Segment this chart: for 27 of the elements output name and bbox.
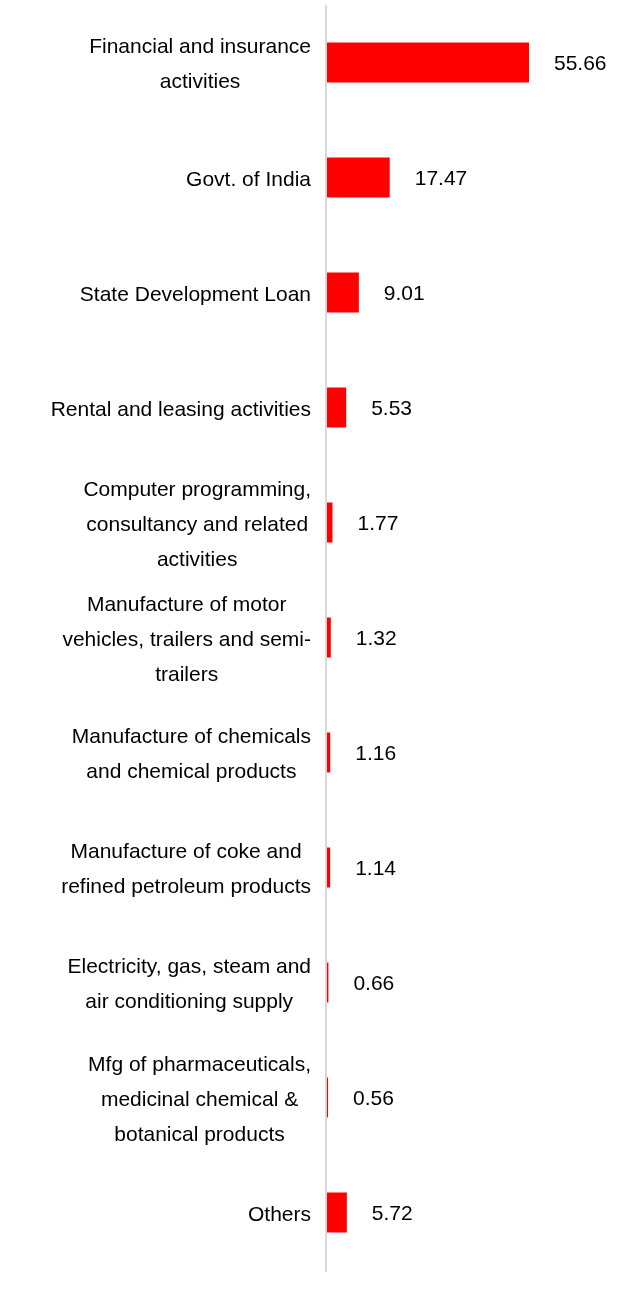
y-tick-label: State Development Loan (79, 281, 311, 304)
data-label: 5.72 (371, 1201, 413, 1224)
y-tick-label: Govt. of India (186, 166, 312, 189)
y-tick-label: Others (247, 1201, 312, 1224)
y-tick-label: Financial and insurance activities (89, 33, 312, 92)
data-label: 55.66 (554, 51, 607, 74)
data-label: 1.77 (357, 511, 399, 534)
data-label: 5.53 (371, 396, 413, 419)
data-label: 1.14 (355, 856, 397, 879)
bar (326, 1192, 347, 1233)
y-tick-label: Electricity, gas, steam and air conditioning supply (67, 953, 311, 1012)
y-tick-label: Manufacture of coke and refined petroleum products (61, 838, 311, 897)
data-label: 17.47 (414, 166, 468, 189)
data-label: 1.32 (355, 626, 397, 649)
y-tick-label: Manufacture of motor vehicles, trailers and semi-trailers (62, 591, 311, 684)
y-tick-label: Computer programming, consultancy and related activities (83, 476, 311, 569)
bar (326, 42, 529, 83)
y-tick-label: Rental and leasing activities (50, 396, 312, 419)
data-label: 9.01 (383, 281, 425, 304)
data-label: 1.16 (355, 741, 397, 764)
bar (326, 272, 359, 313)
y-tick-label: Manufacture of chemicals and chemical products (71, 723, 311, 782)
bar (326, 387, 347, 428)
bar (326, 157, 390, 198)
data-label: 0.56 (353, 1086, 394, 1109)
data-label: 0.66 (353, 971, 395, 994)
y-tick-label: Mfg of pharmaceuticals, medicinal chemical & botanical products (88, 1051, 311, 1144)
